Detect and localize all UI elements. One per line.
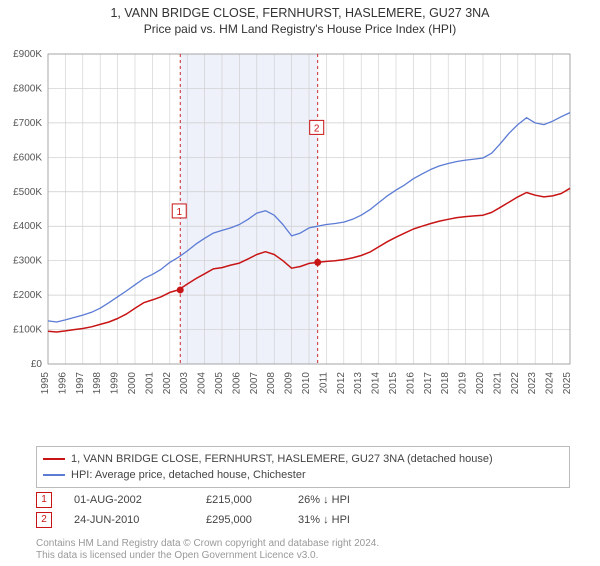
svg-text:2013: 2013 (353, 372, 364, 395)
svg-text:2012: 2012 (336, 372, 347, 395)
sale-price: £215,000 (206, 490, 276, 510)
legend-label: HPI: Average price, detached house, Chic… (71, 467, 306, 483)
svg-text:£900K: £900K (13, 50, 42, 60)
svg-text:2000: 2000 (127, 372, 138, 395)
svg-text:2019: 2019 (458, 372, 469, 395)
svg-text:2018: 2018 (440, 372, 451, 395)
sale-marker-icon: 1 (36, 492, 52, 508)
svg-text:2017: 2017 (423, 372, 434, 395)
svg-text:1: 1 (176, 207, 182, 218)
svg-text:1997: 1997 (75, 372, 86, 395)
svg-text:2002: 2002 (162, 372, 173, 395)
svg-text:£200K: £200K (13, 290, 42, 301)
svg-text:2009: 2009 (284, 372, 295, 395)
legend-swatch (43, 474, 65, 476)
svg-text:2025: 2025 (562, 372, 573, 395)
chart-area: £0 £100K £200K £300K £400K £500K £600K £700K £80… (0, 50, 600, 410)
legend-swatch (43, 458, 65, 460)
svg-text:2020: 2020 (475, 372, 486, 395)
legend-label: 1, VANN BRIDGE CLOSE, FERNHURST, HASLEME… (71, 451, 493, 467)
svg-text:2007: 2007 (249, 372, 260, 395)
svg-text:2010: 2010 (301, 372, 312, 395)
svg-text:£0: £0 (31, 359, 43, 370)
sale-marker-icon: 2 (36, 512, 52, 528)
svg-text:2006: 2006 (231, 372, 242, 395)
sale-price: £295,000 (206, 510, 276, 530)
svg-text:£600K: £600K (13, 152, 42, 163)
svg-text:£500K: £500K (13, 187, 42, 198)
sale-date: 24-JUN-2010 (74, 510, 184, 530)
svg-text:2008: 2008 (266, 372, 277, 395)
svg-text:2015: 2015 (388, 372, 399, 395)
svg-text:2022: 2022 (510, 372, 521, 395)
svg-text:£400K: £400K (13, 221, 42, 232)
svg-text:£700K: £700K (13, 118, 42, 129)
sale-row: 1 01-AUG-2002 £215,000 26% ↓ HPI (36, 490, 570, 510)
legend-item: 1, VANN BRIDGE CLOSE, FERNHURST, HASLEME… (43, 451, 563, 467)
svg-text:2011: 2011 (318, 372, 329, 394)
svg-text:2001: 2001 (144, 372, 155, 395)
svg-text:1998: 1998 (92, 372, 103, 395)
legend-item: HPI: Average price, detached house, Chic… (43, 467, 563, 483)
sale-row: 2 24-JUN-2010 £295,000 31% ↓ HPI (36, 510, 570, 530)
svg-text:£800K: £800K (13, 83, 42, 94)
svg-text:2016: 2016 (405, 372, 416, 395)
svg-text:2024: 2024 (545, 372, 556, 395)
svg-text:2021: 2021 (492, 372, 503, 395)
license-line: Contains HM Land Registry data © Crown c… (36, 538, 379, 550)
svg-text:2: 2 (314, 123, 320, 134)
sales-table: 1 01-AUG-2002 £215,000 26% ↓ HPI 2 24-JU… (36, 490, 570, 530)
svg-text:1996: 1996 (57, 372, 68, 395)
svg-text:1995: 1995 (40, 372, 51, 395)
svg-text:2014: 2014 (371, 372, 382, 395)
sale-diff: 31% ↓ HPI (298, 510, 388, 530)
chart-subtitle: Price paid vs. HM Land Registry's House … (0, 22, 600, 36)
license-line: This data is licensed under the Open Gov… (36, 550, 379, 562)
svg-text:2003: 2003 (179, 372, 190, 395)
chart-title: 1, VANN BRIDGE CLOSE, FERNHURST, HASLEME… (0, 6, 600, 20)
legend-box: 1, VANN BRIDGE CLOSE, FERNHURST, HASLEME… (36, 446, 570, 488)
svg-text:2005: 2005 (214, 372, 225, 395)
sale-diff: 26% ↓ HPI (298, 490, 388, 510)
svg-text:£300K: £300K (13, 256, 42, 267)
sale-date: 01-AUG-2002 (74, 490, 184, 510)
svg-text:2023: 2023 (527, 372, 538, 395)
license-text: Contains HM Land Registry data © Crown c… (36, 538, 379, 562)
svg-text:1999: 1999 (110, 372, 121, 395)
svg-text:£100K: £100K (13, 325, 42, 336)
svg-text:2004: 2004 (197, 372, 208, 395)
